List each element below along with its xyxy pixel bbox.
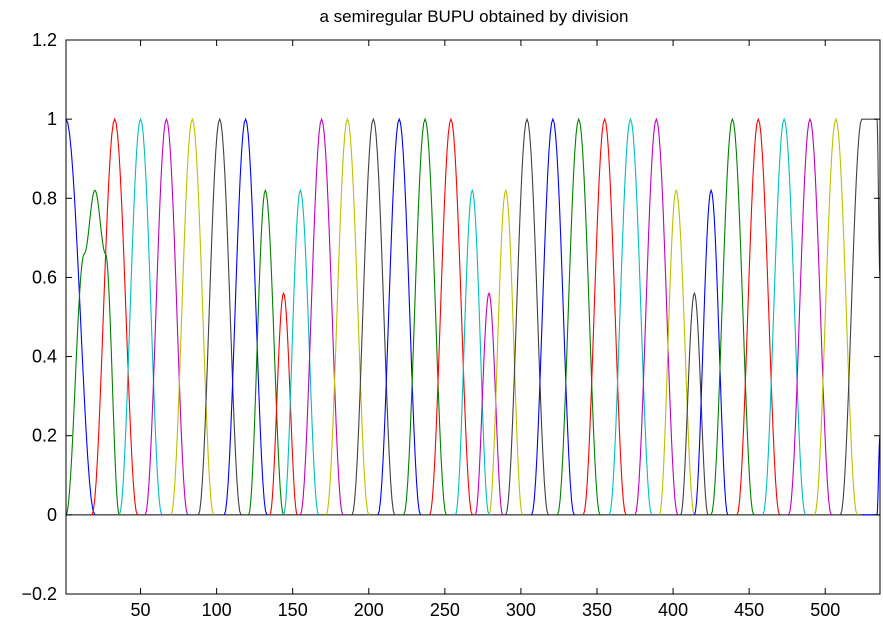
series-curve-7 xyxy=(197,117,242,516)
series-curve-16 xyxy=(403,117,447,516)
series-curve-28 xyxy=(680,291,709,516)
plot-frame xyxy=(65,39,881,595)
series-curve-5 xyxy=(144,117,189,516)
series-curve-23 xyxy=(556,117,601,516)
y-tick-label: 1 xyxy=(47,109,57,129)
y-tick-label: 0 xyxy=(47,505,57,525)
y-tick-label: 0.8 xyxy=(32,188,57,208)
y-tick-label: 0.4 xyxy=(32,347,57,367)
series-curve-4 xyxy=(118,117,163,516)
series-curve-13 xyxy=(325,117,370,516)
x-tick-label: 400 xyxy=(658,600,688,620)
chart-title: a semiregular BUPU obtained by division xyxy=(320,7,629,26)
series-curve-1 xyxy=(65,118,96,516)
series-curve-29 xyxy=(693,188,729,516)
series-curve-24 xyxy=(582,117,627,516)
series-curve-18 xyxy=(454,188,490,516)
series-curve-27 xyxy=(658,188,695,516)
series-curve-14 xyxy=(351,117,396,516)
series-curve-25 xyxy=(608,117,653,516)
series-curve-9 xyxy=(248,188,285,516)
y-tick-label: 0.2 xyxy=(32,426,57,446)
x-tick-label: 500 xyxy=(810,600,840,620)
series-curve-17 xyxy=(429,117,473,516)
series-curve-2 xyxy=(65,189,120,516)
series-curve-22 xyxy=(531,117,575,516)
series-curve-36 xyxy=(861,435,881,516)
x-tick-label: 300 xyxy=(506,600,536,620)
x-tick-label: 100 xyxy=(202,600,232,620)
x-tick-label: 200 xyxy=(354,600,384,620)
series-curve-30 xyxy=(710,117,755,516)
x-tick-label: 50 xyxy=(131,600,151,620)
series-curve-20 xyxy=(488,188,523,516)
series-curve-8 xyxy=(223,117,268,516)
curves-group xyxy=(65,117,881,516)
series-curve-26 xyxy=(634,117,679,516)
series-curve-10 xyxy=(269,291,298,516)
series-curve-21 xyxy=(505,117,549,516)
series-curve-33 xyxy=(788,117,832,516)
x-tick-label: 450 xyxy=(734,600,764,620)
series-curve-6 xyxy=(170,117,215,516)
series-curve-12 xyxy=(299,117,344,516)
series-curve-3 xyxy=(91,117,139,516)
y-tick-label: 0.6 xyxy=(32,267,57,287)
series-curve-34 xyxy=(814,117,858,516)
series-curve-19 xyxy=(474,291,504,516)
x-tick-label: 350 xyxy=(582,600,612,620)
series-curve-31 xyxy=(736,117,781,516)
y-tick-label: 1.2 xyxy=(32,30,57,50)
series-curve-15 xyxy=(377,117,422,516)
x-tick-label: 150 xyxy=(278,600,308,620)
y-tick-label: −0.2 xyxy=(21,584,57,604)
series-curve-32 xyxy=(762,117,806,516)
series-curve-11 xyxy=(283,188,320,516)
axes-group: 50 100 150 200 250 300 350 400 450 500 −0.2 0 0.2 0.4… xyxy=(21,30,881,620)
x-tick-label: 250 xyxy=(430,600,460,620)
